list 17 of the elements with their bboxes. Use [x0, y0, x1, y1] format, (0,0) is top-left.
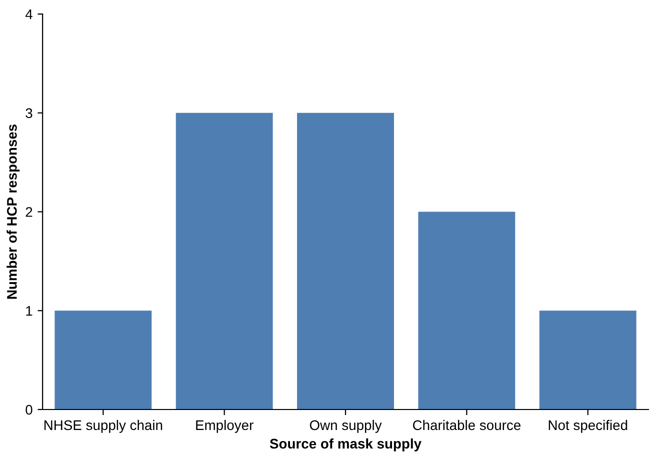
- x-tick-label: Employer: [196, 420, 254, 433]
- x-tick-label: Not specified: [548, 420, 628, 433]
- bar: [418, 212, 516, 410]
- bar: [54, 310, 152, 410]
- y-tick-label: 0: [26, 404, 32, 415]
- bar: [176, 112, 273, 410]
- y-tick-label: 1: [26, 306, 32, 316]
- bar: [297, 112, 394, 410]
- y-tick-label: 2: [26, 207, 32, 217]
- y-tick-label: 3: [26, 108, 32, 118]
- x-axis-title: Source of mask supply: [270, 438, 422, 452]
- x-tick-label: NHSE supply chain: [44, 420, 162, 433]
- bar: [539, 310, 636, 410]
- y-axis-title: Number of HCP responses: [6, 124, 20, 299]
- x-tick-label: Own supply: [310, 420, 382, 433]
- y-tick-label: 4: [25, 10, 32, 20]
- x-tick-label: Charitable source: [412, 420, 520, 430]
